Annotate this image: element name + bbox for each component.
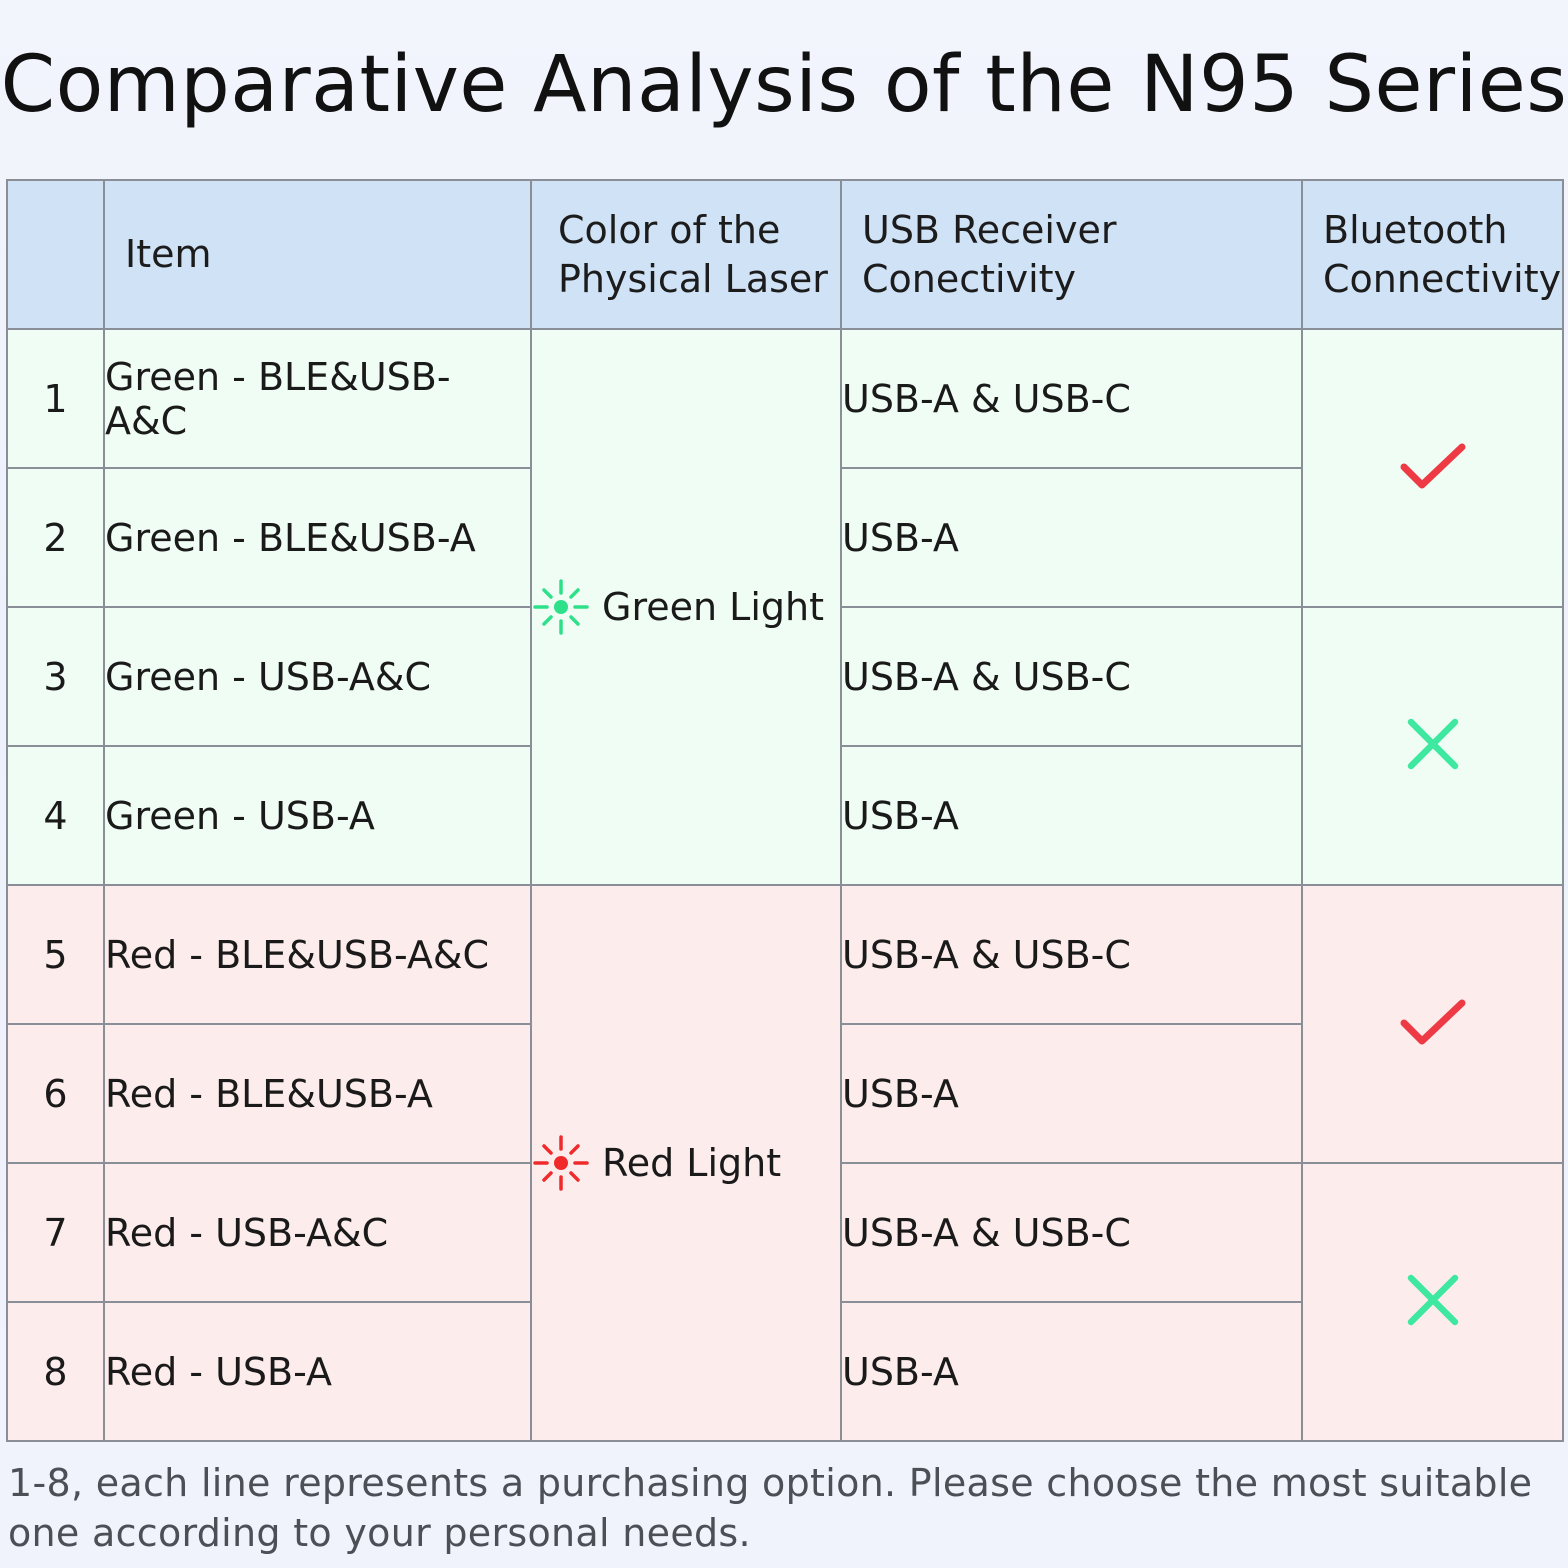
footnote: 1-8, each line represents a purchasing o… [8, 1461, 1533, 1555]
header-laser-color-line2: Physical Laser [558, 256, 828, 301]
row-number: 1 [6, 328, 105, 469]
cross-icon [1406, 717, 1460, 771]
table-header-row: Item Color of the Physical Laser USB Rec… [6, 179, 1564, 330]
row-number: 2 [6, 467, 105, 608]
header-index [6, 179, 105, 330]
laser-color-cell-red: Red Light [530, 884, 842, 1442]
table-row: 3 Green - USB-A&C USB-A & USB-C [6, 606, 1564, 886]
header-bluetooth-line2: Connectivity [1323, 256, 1562, 301]
header-laser-color: Color of the Physical Laser [530, 179, 842, 330]
item-name: Green - BLE&USB-A&C [103, 328, 532, 469]
header-usb-label: USB Receiver Conectivity [862, 207, 1117, 301]
header-item-label: Item [125, 232, 212, 277]
usb-receiver: USB-A & USB-C [840, 884, 1303, 1025]
usb-receiver: USB-A & USB-C [840, 606, 1303, 747]
table-row: 7 Red - USB-A&C USB-A & USB-C [6, 1162, 1564, 1442]
bluetooth-cell [1301, 328, 1564, 608]
row-number: 3 [6, 606, 105, 747]
bluetooth-cell [1301, 1162, 1564, 1442]
header-bluetooth-line1: Bluetooth [1323, 207, 1508, 252]
table-row: 8 Red - USB-A USB-A [6, 1301, 1563, 1442]
table-row: 6 Red - BLE&USB-A USB-A [6, 1023, 1563, 1164]
laser-color-cell-green: Green Light [530, 328, 842, 886]
row-number: 8 [6, 1301, 105, 1442]
laser-burst-icon [532, 1134, 590, 1192]
table-row: 4 Green - USB-A USB-A [6, 745, 1563, 886]
usb-receiver: USB-A [840, 1023, 1303, 1164]
laser-color-label: Red Light [602, 1141, 782, 1185]
bluetooth-cell [1301, 606, 1564, 886]
usb-receiver: USB-A [840, 467, 1303, 608]
laser-color-label: Green Light [602, 585, 824, 629]
comparison-table: Item Color of the Physical Laser USB Rec… [6, 179, 1564, 1442]
header-usb-receiver: USB Receiver Conectivity [840, 179, 1303, 330]
item-name: Red - USB-A&C [103, 1162, 532, 1303]
usb-receiver: USB-A [840, 1301, 1303, 1442]
usb-receiver: USB-A & USB-C [840, 1162, 1303, 1303]
row-number: 4 [6, 745, 105, 886]
bluetooth-cell [1301, 884, 1564, 1164]
cross-icon [1406, 1273, 1460, 1327]
item-name: Green - USB-A [103, 745, 532, 886]
item-name: Green - BLE&USB-A [103, 467, 532, 608]
item-name: Red - BLE&USB-A&C [103, 884, 532, 1025]
row-number: 6 [6, 1023, 105, 1164]
usb-receiver: USB-A [840, 745, 1303, 886]
table-row: 5 Red - BLE&USB-A&C Red Light [6, 884, 1564, 1442]
header-bluetooth: Bluetooth Connectivity [1301, 179, 1564, 330]
table-row: 1 Green - BLE&USB-A&C Green Light [6, 328, 1564, 886]
header-laser-color-line1: Color of the [558, 207, 781, 252]
laser-burst-icon [532, 578, 590, 636]
row-number: 5 [6, 884, 105, 1025]
usb-receiver: USB-A & USB-C [840, 328, 1303, 469]
item-name: Green - USB-A&C [103, 606, 532, 747]
page-title: Comparative Analysis of the N95 Series [0, 40, 1568, 130]
header-item: Item [103, 179, 532, 330]
item-name: Red - BLE&USB-A [103, 1023, 532, 1164]
checkmark-icon [1400, 997, 1466, 1047]
checkmark-icon [1400, 441, 1466, 491]
row-number: 7 [6, 1162, 105, 1303]
table-row: 2 Green - BLE&USB-A USB-A [6, 467, 1563, 608]
item-name: Red - USB-A [103, 1301, 532, 1442]
